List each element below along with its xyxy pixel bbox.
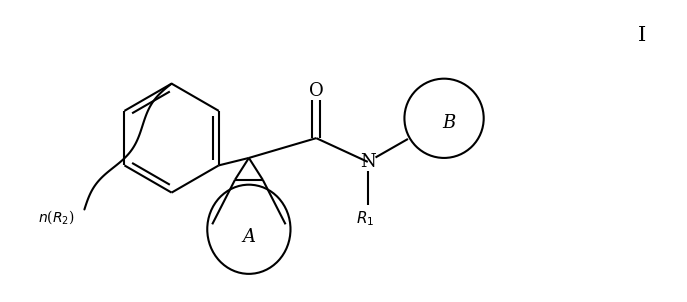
Text: O: O — [309, 82, 324, 100]
Text: I: I — [638, 26, 646, 45]
Text: B: B — [442, 114, 455, 132]
Text: $n$($R_2$): $n$($R_2$) — [38, 208, 74, 226]
Text: N: N — [360, 153, 376, 171]
Text: A: A — [243, 228, 256, 246]
Text: $R_1$: $R_1$ — [356, 209, 374, 228]
